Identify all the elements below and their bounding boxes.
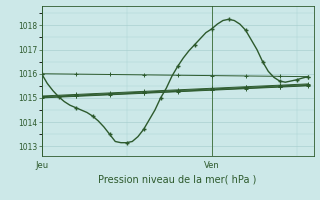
X-axis label: Pression niveau de la mer( hPa ): Pression niveau de la mer( hPa ) <box>99 174 257 184</box>
